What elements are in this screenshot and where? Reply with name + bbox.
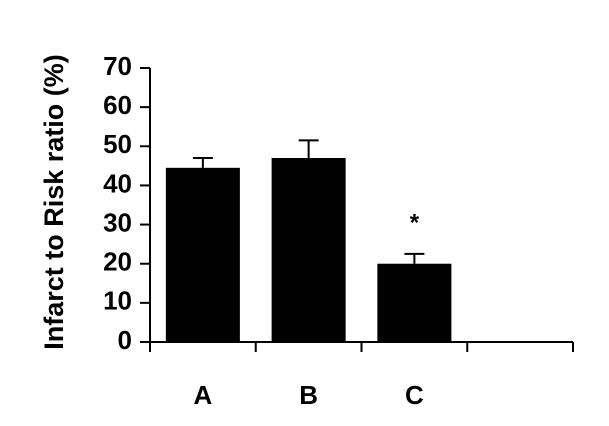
error-bar	[404, 252, 425, 264]
y-tick-label: 0	[118, 325, 132, 355]
y-tick-label: 20	[103, 247, 132, 277]
y-tick-label: 60	[103, 90, 132, 120]
y-tick-label: 30	[103, 207, 132, 237]
error-bar	[298, 139, 319, 159]
bar	[271, 158, 346, 342]
x-tick-label: A	[193, 380, 212, 410]
bar	[165, 167, 240, 342]
x-tick-label: B	[299, 380, 318, 410]
bar	[377, 263, 452, 342]
y-tick-label: 50	[103, 129, 132, 159]
x-tick-label: C	[405, 380, 424, 410]
error-bar	[192, 157, 213, 168]
y-axis-label: Infarct to Risk ratio (%)	[39, 54, 69, 350]
y-tick-label: 70	[103, 51, 132, 81]
y-tick-label: 10	[103, 286, 132, 316]
y-tick-label: 40	[103, 168, 132, 198]
annotation: *	[410, 209, 420, 236]
